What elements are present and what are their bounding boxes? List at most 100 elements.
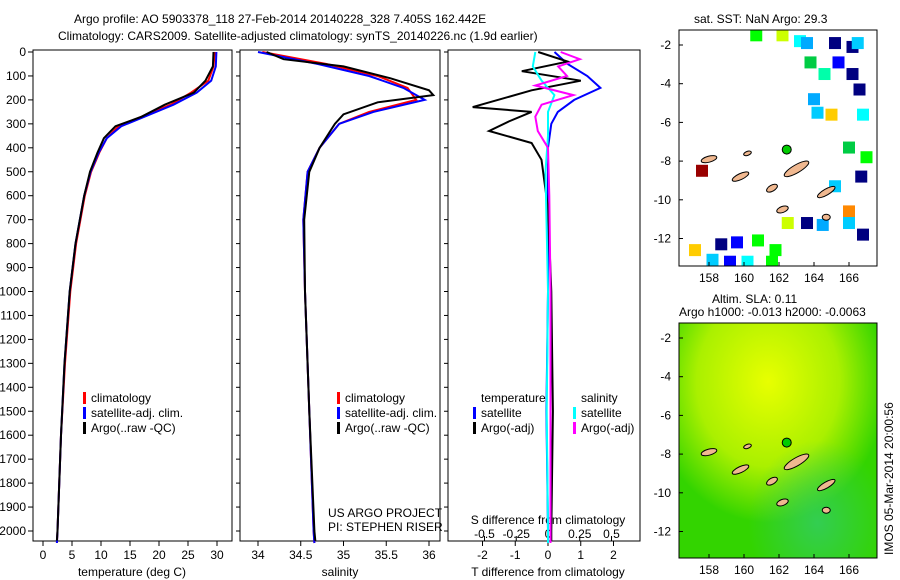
x-tick-label: 15 [123, 548, 137, 562]
island [731, 464, 750, 475]
sst-cell [769, 244, 782, 257]
imos-stamp: IMOS 05-Mar-2014 20:00:56 [882, 402, 896, 555]
x-axis-label-temperature: temperature (deg C) [78, 565, 186, 579]
legend-sal-swatch [337, 422, 340, 434]
x-tick-label: -1 [510, 548, 521, 562]
sst-cell [689, 244, 701, 257]
sst-cell [781, 217, 794, 230]
sst-cell [804, 56, 817, 69]
sst-cell [741, 255, 754, 266]
island [731, 171, 750, 182]
series-satellite-adj-clim- [55, 51, 218, 544]
map2-area [679, 323, 877, 558]
sst-cell [801, 217, 813, 230]
series-argo-raw-qc- [55, 51, 215, 541]
sst-cell [808, 93, 820, 106]
series-t-satellite [545, 51, 603, 543]
series-t-argo-adj- [472, 51, 581, 541]
sst-cell [776, 30, 789, 42]
island [821, 213, 831, 221]
island [821, 506, 831, 514]
lon-tick-label: 162 [769, 271, 789, 285]
lon-tick-label: 164 [804, 271, 824, 285]
y-tick-label: 0 [19, 45, 26, 59]
legend-tdiff-label: temperature [481, 391, 546, 405]
lat-tick-label: -12 [654, 232, 672, 246]
island [776, 498, 789, 507]
y-tick-label: 500 [6, 165, 26, 179]
sst-cell [843, 205, 855, 218]
plot-frame-2 [239, 49, 441, 542]
plot-frame-3 [447, 49, 641, 542]
sst-cell [724, 255, 736, 266]
x-axis-label-salinity: salinity [322, 565, 359, 579]
sst-cell [855, 170, 868, 183]
y-tick-label: 1400 [0, 380, 26, 394]
island [783, 160, 810, 178]
legend-temp-swatch [83, 422, 86, 434]
sst-cell [766, 255, 778, 266]
map1-area [689, 30, 873, 266]
legend-sal-label: climatology [345, 391, 405, 405]
s-tick-label: 0.25 [568, 527, 592, 541]
legend-sal-swatch [337, 392, 340, 404]
sst-cell [706, 253, 719, 266]
sst-cell [829, 37, 841, 50]
legend-sdiff-label: satellite [581, 406, 622, 420]
sst-cell [843, 141, 855, 154]
sst-cell [816, 218, 829, 231]
y-tick-label: 1200 [0, 332, 26, 346]
y-tick-label: 1500 [0, 404, 26, 418]
sst-cell [715, 238, 728, 251]
legend-sal-label: satellite-adj. clim. [345, 406, 437, 420]
series-s-satellite [531, 51, 556, 543]
x-tick-label: 35.5 [375, 548, 399, 562]
y-tick-label: 1800 [0, 476, 26, 490]
y-tick-label: 600 [6, 189, 26, 203]
lon-tick-label: 162 [769, 563, 789, 577]
sst-cell [843, 217, 855, 230]
map2-title1: Altim. SLA: 0.11 [712, 292, 798, 306]
legend-tdiff-swatch [473, 407, 476, 419]
sst-cell [801, 37, 813, 50]
lon-tick-label: 164 [804, 563, 824, 577]
y-tick-label: 1100 [0, 308, 26, 322]
lon-tick-label: 160 [734, 563, 754, 577]
lon-tick-label: 158 [699, 563, 719, 577]
x-tick-label: 2 [610, 548, 617, 562]
title-line1: Argo profile: AO 5903378_118 27-Feb-2014… [74, 12, 487, 26]
project-label: US ARGO PROJECT [328, 506, 443, 520]
island [776, 205, 789, 214]
x-tick-label: 30 [210, 548, 224, 562]
pi-label: PI: STEPHEN RISER [328, 520, 443, 534]
x-tick-label: 35 [337, 548, 351, 562]
lat-tick-label: -12 [654, 525, 672, 539]
lat-tick-label: -4 [660, 77, 671, 91]
argo-location-marker [781, 144, 792, 155]
y-tick-label: 1900 [0, 500, 26, 514]
lon-tick-label: 166 [839, 563, 859, 577]
x-tick-label: 0 [40, 548, 47, 562]
legend-tdiff-label: Argo(-adj) [481, 421, 534, 435]
lat-tick-label: -4 [660, 370, 671, 384]
s-tick-label: -0.5 [474, 527, 495, 541]
y-tick-label: 100 [6, 69, 26, 83]
island [783, 453, 810, 471]
y-tick-label: 300 [6, 117, 26, 131]
sst-cell [811, 106, 824, 119]
lat-tick-label: -10 [654, 193, 672, 207]
sst-cell [818, 68, 831, 81]
legend-sal-label: Argo(..raw -QC) [345, 421, 430, 435]
y-tick-label: 200 [6, 93, 26, 107]
legend-sal-swatch [337, 407, 340, 419]
y-tick-label: 1000 [0, 285, 26, 299]
x-tick-label: 34.5 [289, 548, 313, 562]
series-s-argo-adj- [531, 51, 583, 543]
x-tick-label: 0 [545, 548, 552, 562]
lat-tick-label: -2 [660, 331, 671, 345]
legend-sdiff-label: salinity [581, 391, 618, 405]
island [766, 183, 778, 193]
map2-title2: Argo h1000: -0.013 h2000: -0.0063 [679, 305, 866, 319]
